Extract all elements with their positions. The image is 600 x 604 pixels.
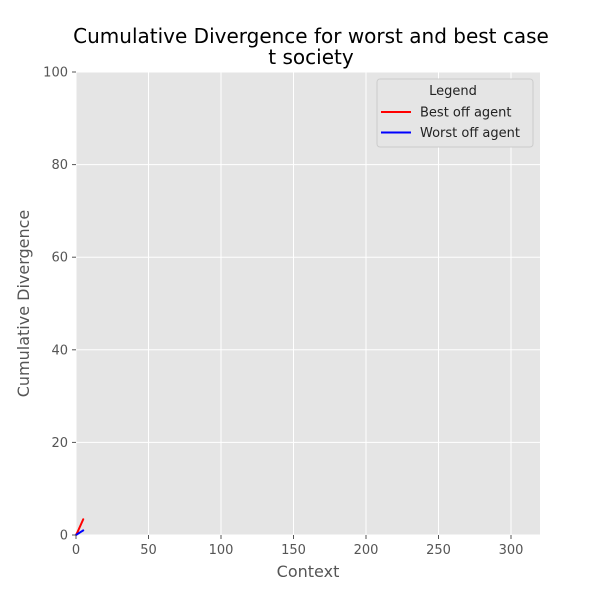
y-tick-label: 40	[51, 343, 68, 358]
y-tick-label: 60	[51, 251, 68, 266]
y-tick-label: 80	[51, 158, 68, 173]
grid	[75, 71, 540, 536]
y-tick-label: 20	[51, 436, 68, 451]
y-tick-label: 100	[43, 66, 68, 81]
series-line-2	[75, 529, 85, 536]
x-axis-label: Context	[277, 562, 340, 581]
axes: 0 50 100 150 200 250 300 0 20 40 60 80 100	[43, 66, 523, 559]
x-tick-label: 300	[499, 543, 524, 558]
y-axis-label: Cumulative Divergence	[14, 210, 33, 398]
legend-label-2: Worst off agent	[420, 126, 520, 141]
chart-title-line-1: Cumulative Divergence for worst and best…	[73, 24, 549, 48]
legend-box	[376, 78, 534, 148]
x-tick-label: 250	[426, 543, 451, 558]
x-tick-label: 200	[354, 543, 379, 558]
chart-title-line-2: t society	[268, 45, 354, 69]
legend: Legend Best off agent Worst off agent	[376, 78, 534, 148]
y-tick-label: 0	[60, 529, 68, 544]
plot-area	[76, 72, 540, 535]
legend-items: Best off agent Worst off agent	[381, 106, 520, 141]
x-tick-label: 150	[281, 543, 306, 558]
x-tick-label: 100	[209, 543, 234, 558]
legend-title: Legend	[429, 84, 477, 99]
legend-label-1: Best off agent	[420, 106, 512, 121]
series-line-1	[75, 518, 85, 536]
x-tick-label: 0	[72, 543, 80, 558]
series-layer	[75, 518, 85, 536]
x-tick-label: 50	[140, 543, 157, 558]
